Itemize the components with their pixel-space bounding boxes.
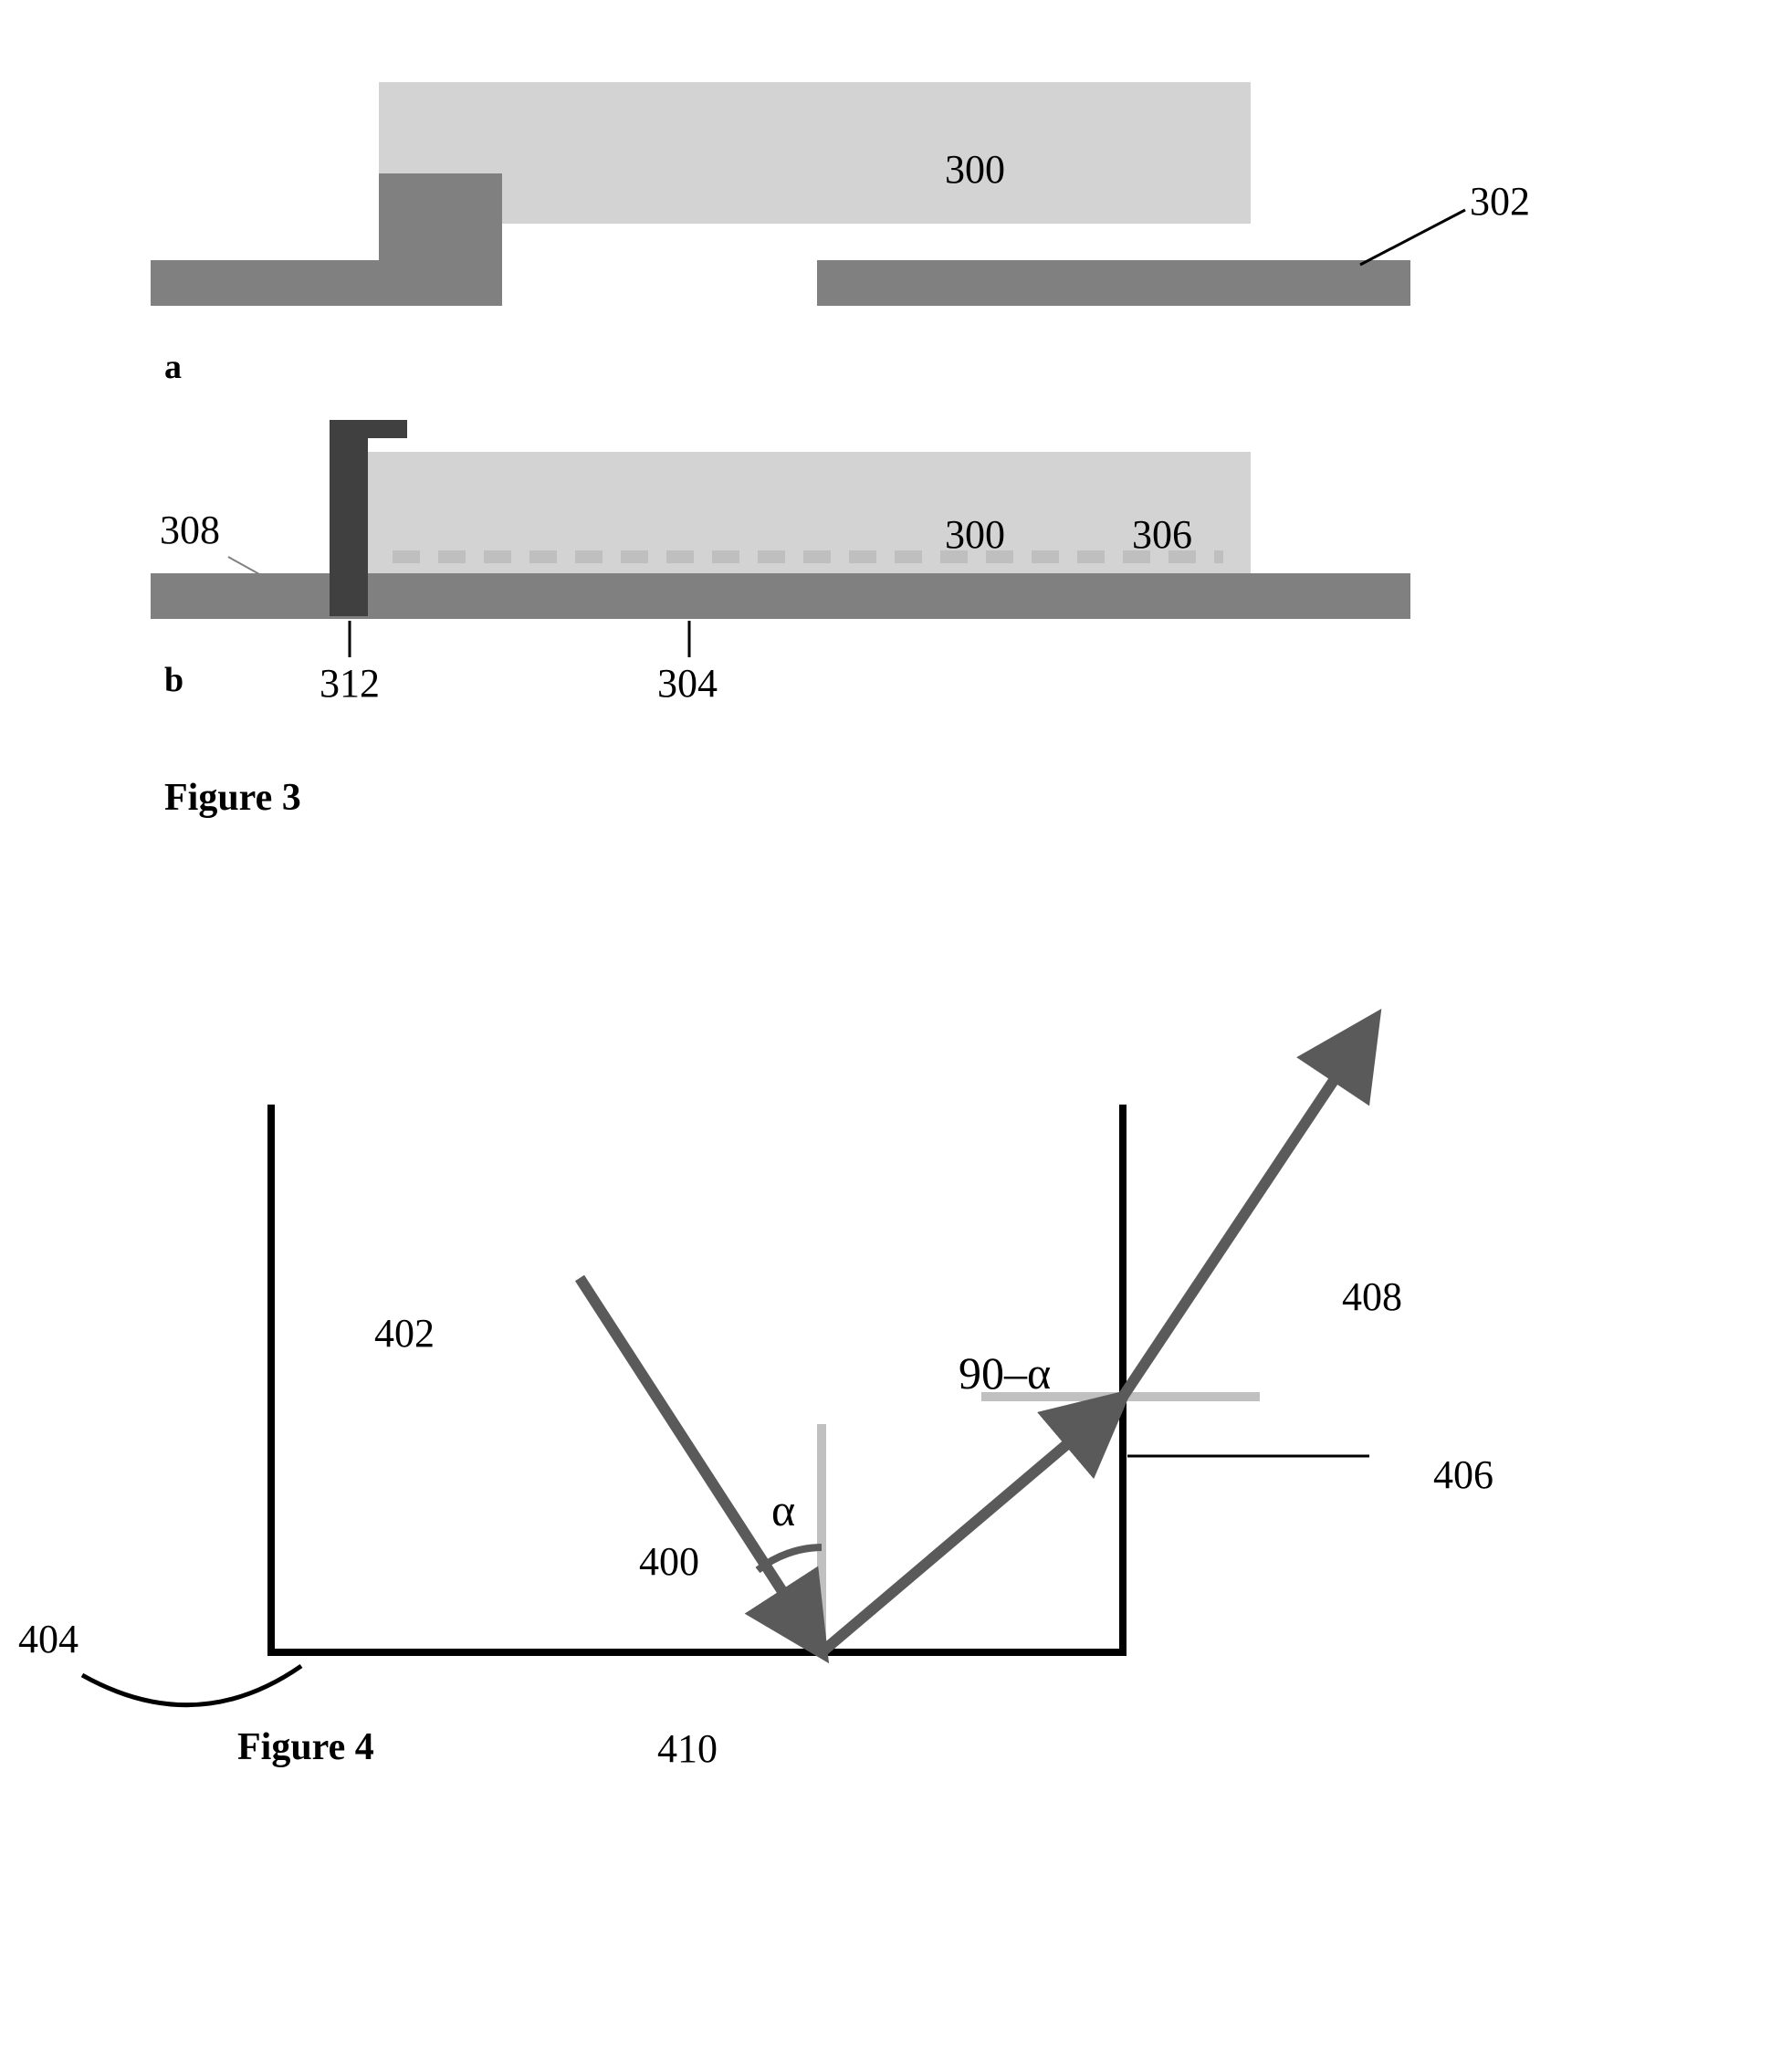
fig4-label-406: 406 [1433, 1451, 1493, 1498]
fig3a-label-302: 302 [1470, 178, 1530, 225]
diagram-container: 300 302 a 308 300 306 312 304 b Figure 3 [0, 0, 1792, 2064]
fig3a-label-300: 300 [945, 146, 1005, 193]
fig3b-label-312: 312 [320, 660, 380, 707]
fig3b-label-308: 308 [160, 507, 220, 553]
figure3-caption: Figure 3 [164, 776, 301, 820]
fig4-label-90-alpha: 90–α [959, 1346, 1051, 1399]
fig3a-bar-left [151, 260, 502, 306]
fig3a-bar-right [817, 260, 1410, 306]
fig3b-block-300 [368, 452, 1251, 573]
fig3b-sublabel: b [164, 660, 183, 700]
fig4-label-410: 410 [657, 1725, 718, 1772]
fig3b-label-306: 306 [1132, 511, 1192, 558]
fig3b-dark-pillar [330, 438, 368, 616]
fig3a-block-300 [379, 82, 1251, 224]
fig3b-label-300: 300 [945, 511, 1005, 558]
fig4-label-alpha: α [771, 1483, 795, 1536]
fig4-label-400: 400 [639, 1538, 699, 1585]
fig3b-label-304: 304 [657, 660, 718, 707]
fig3b-dark-cap [330, 420, 407, 438]
fig4-label-404: 404 [18, 1616, 79, 1662]
fig4-label-408: 408 [1342, 1273, 1402, 1320]
fig4-label-402: 402 [374, 1310, 435, 1357]
figure4-caption: Figure 4 [237, 1725, 374, 1769]
fig3a-pillar-left [379, 173, 502, 265]
fig3a-sublabel: a [164, 347, 182, 387]
